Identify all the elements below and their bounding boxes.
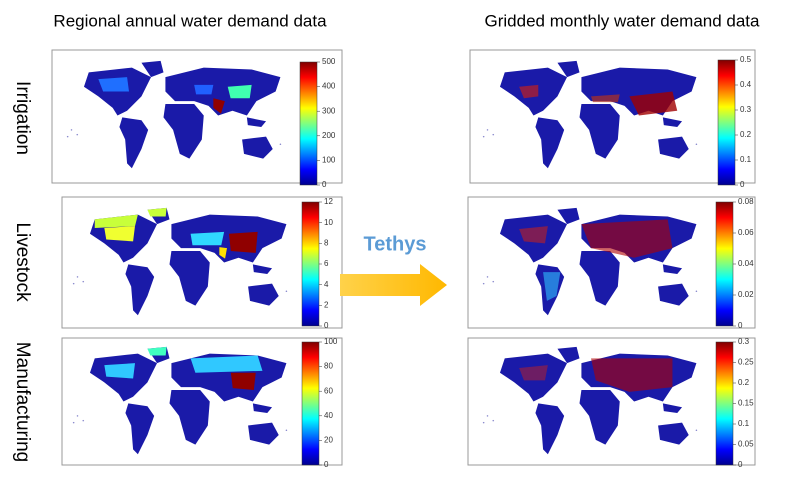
colorbar-tick-label: 0.02 bbox=[738, 290, 754, 299]
colorbar-tick-label: 0 bbox=[740, 180, 745, 189]
colorbar-tick-label: 6 bbox=[324, 259, 329, 268]
row-label: Livestock bbox=[12, 222, 33, 302]
colorbar-tick-label: 10 bbox=[324, 218, 333, 227]
colorbar-tick-label: 0.15 bbox=[738, 399, 754, 408]
colorbar-tick-label: 20 bbox=[324, 436, 333, 445]
colorbar-tick-label: 0.3 bbox=[738, 337, 750, 346]
colorbar-tick-label: 0.08 bbox=[738, 197, 754, 206]
colorbar-tick-label: 0.25 bbox=[738, 358, 754, 367]
right-title: Gridded monthly water demand data bbox=[485, 11, 761, 30]
left-title: Regional annual water demand data bbox=[53, 11, 327, 30]
arrow-label: Tethys bbox=[364, 233, 427, 255]
colorbar bbox=[301, 201, 320, 327]
colorbar-tick-label: 0.2 bbox=[738, 378, 750, 387]
map bbox=[73, 346, 287, 454]
row-irrigation: Irrigation bbox=[12, 49, 756, 184]
colorbar-tick-label: 0 bbox=[322, 180, 327, 189]
colorbar-tick-label: 0.04 bbox=[738, 259, 754, 268]
row-label: Irrigation bbox=[12, 81, 33, 155]
colorbar-tick-label: 0 bbox=[324, 321, 329, 330]
map bbox=[67, 61, 281, 168]
row-livestock: Livestock bbox=[12, 196, 756, 329]
colorbar bbox=[299, 61, 318, 186]
colorbar-tick-label: 100 bbox=[322, 156, 336, 165]
map bbox=[73, 207, 287, 315]
colorbar-tick-label: 40 bbox=[324, 411, 333, 420]
colorbar bbox=[301, 341, 320, 466]
colorbar bbox=[717, 59, 736, 186]
colorbar-tick-label: 0 bbox=[738, 460, 743, 469]
colorbar-tick-label: 500 bbox=[322, 57, 336, 66]
colorbar bbox=[715, 341, 734, 466]
colorbar-tick-label: 80 bbox=[324, 362, 333, 371]
colorbar-tick-label: 4 bbox=[324, 280, 329, 289]
map bbox=[483, 61, 697, 168]
row-label: Manufacturing bbox=[12, 342, 33, 462]
colorbar-tick-label: 60 bbox=[324, 386, 333, 395]
colorbar-tick-label: 8 bbox=[324, 238, 329, 247]
map bbox=[483, 208, 697, 315]
colorbar-tick-label: 12 bbox=[324, 197, 333, 206]
colorbar-tick-label: 300 bbox=[322, 106, 336, 115]
colorbar-tick-label: 400 bbox=[322, 82, 336, 91]
colorbar-tick-label: 0 bbox=[738, 321, 743, 330]
colorbar-tick-label: 100 bbox=[324, 337, 338, 346]
colorbar bbox=[715, 201, 734, 327]
map bbox=[483, 347, 697, 454]
row-manufacturing: Manufacturing bbox=[12, 337, 756, 466]
colorbar-tick-label: 0.05 bbox=[738, 440, 754, 449]
colorbar-tick-label: 0.1 bbox=[738, 419, 750, 428]
colorbar-tick-label: 0.5 bbox=[740, 55, 752, 64]
colorbar-tick-label: 0.3 bbox=[740, 105, 752, 114]
colorbar-tick-label: 2 bbox=[324, 300, 329, 309]
colorbar-tick-label: 200 bbox=[322, 131, 336, 140]
colorbar-tick-label: 0.4 bbox=[740, 80, 752, 89]
colorbar-tick-label: 0.2 bbox=[740, 130, 752, 139]
colorbar-tick-label: 0 bbox=[324, 460, 329, 469]
colorbar-tick-label: 0.06 bbox=[738, 228, 754, 237]
arrow bbox=[340, 264, 447, 306]
colorbar-tick-label: 0.1 bbox=[740, 155, 752, 164]
